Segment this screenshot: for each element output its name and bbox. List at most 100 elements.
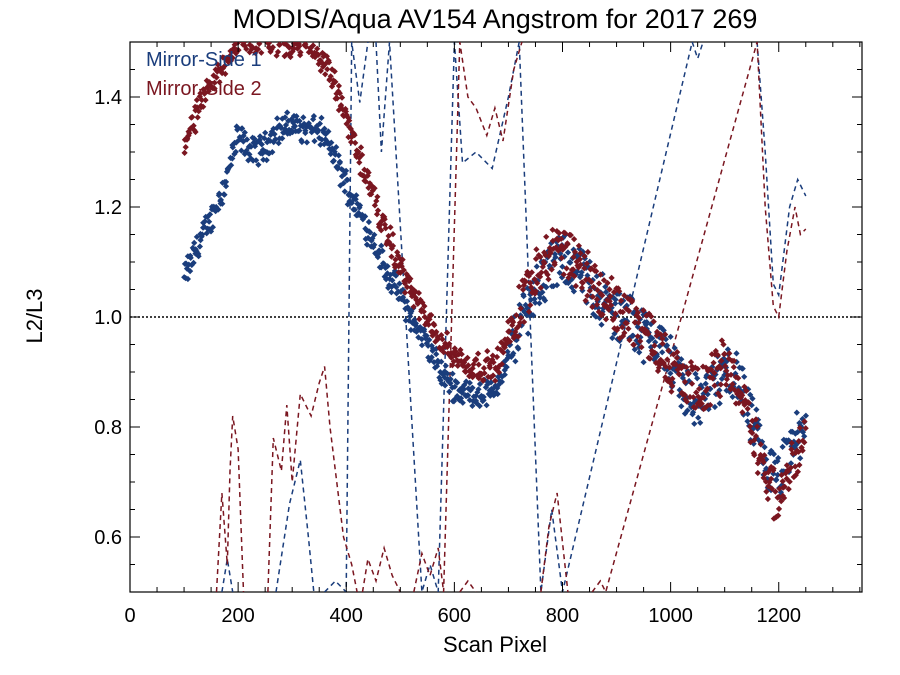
data-point-mirror-side-2 [757, 441, 764, 448]
data-point-mirror-side-1 [459, 399, 466, 406]
data-point-mirror-side-2 [576, 256, 584, 263]
data-point-mirror-side-1 [570, 288, 578, 295]
data-point-mirror-side-2 [421, 302, 428, 310]
data-point-mirror-side-2 [593, 296, 601, 303]
data-point-mirror-side-2 [351, 131, 358, 139]
data-point-mirror-side-2 [730, 363, 737, 371]
data-point-mirror-side-2 [213, 74, 220, 81]
data-point-mirror-side-2 [537, 253, 544, 261]
data-point-mirror-side-2 [717, 365, 724, 372]
data-point-mirror-side-1 [318, 136, 325, 143]
data-point-mirror-side-1 [457, 395, 465, 402]
data-point-mirror-side-2 [754, 469, 761, 477]
data-point-mirror-side-2 [454, 362, 462, 369]
data-point-mirror-side-1 [199, 231, 206, 238]
data-point-mirror-side-2 [182, 143, 189, 151]
data-point-mirror-side-1 [303, 139, 311, 146]
data-point-mirror-side-2 [635, 314, 643, 322]
data-point-mirror-side-2 [387, 224, 394, 231]
data-point-mirror-side-2 [683, 364, 690, 371]
data-point-mirror-side-1 [494, 390, 501, 398]
data-point-mirror-side-1 [274, 115, 281, 122]
data-point-mirror-side-2 [446, 340, 453, 347]
data-point-mirror-side-2 [599, 292, 606, 299]
data-point-mirror-side-1 [530, 312, 537, 319]
data-point-mirror-side-2 [687, 358, 695, 366]
x-tick-label: 1000 [648, 605, 693, 627]
data-point-mirror-side-2 [214, 61, 221, 68]
data-point-mirror-side-2 [764, 495, 772, 503]
data-point-mirror-side-2 [211, 79, 218, 86]
data-point-mirror-side-1 [209, 224, 217, 231]
data-point-mirror-side-1 [365, 218, 373, 226]
data-point-mirror-side-2 [796, 424, 804, 432]
data-point-mirror-side-2 [698, 400, 705, 407]
x-tick-label: 200 [221, 605, 254, 627]
data-point-mirror-side-2 [500, 349, 507, 356]
data-point-mirror-side-1 [774, 471, 781, 479]
data-point-mirror-side-2 [558, 254, 565, 262]
data-point-mirror-side-1 [480, 393, 487, 401]
data-point-mirror-side-2 [200, 103, 207, 110]
data-point-mirror-side-1 [438, 358, 445, 365]
data-point-mirror-side-1 [229, 155, 236, 162]
data-point-mirror-side-2 [532, 255, 540, 263]
data-point-mirror-side-1 [382, 276, 390, 283]
data-point-mirror-side-1 [578, 269, 585, 276]
data-point-mirror-side-2 [433, 328, 440, 336]
data-point-mirror-side-1 [483, 402, 490, 409]
data-point-mirror-side-1 [475, 386, 482, 393]
data-point-mirror-side-2 [486, 364, 494, 371]
data-point-mirror-side-2 [608, 274, 615, 282]
data-point-mirror-side-2 [194, 114, 201, 121]
data-point-mirror-side-2 [229, 55, 236, 62]
data-point-mirror-side-1 [201, 218, 209, 225]
data-point-mirror-side-2 [472, 356, 480, 364]
data-point-mirror-side-1 [697, 419, 704, 426]
data-point-mirror-side-2 [388, 253, 395, 260]
data-point-mirror-side-1 [772, 477, 780, 484]
data-point-mirror-side-1 [196, 243, 204, 250]
data-point-mirror-side-2 [630, 341, 638, 348]
x-axis-label: Scan Pixel [443, 632, 547, 657]
data-point-mirror-side-2 [640, 307, 647, 314]
data-point-mirror-side-2 [498, 360, 506, 368]
data-point-mirror-side-2 [586, 287, 593, 294]
data-point-mirror-side-1 [667, 370, 674, 377]
data-point-mirror-side-2 [668, 388, 675, 395]
data-point-mirror-side-2 [475, 361, 482, 368]
data-point-mirror-side-1 [476, 402, 483, 410]
data-point-mirror-side-1 [389, 277, 396, 284]
data-point-mirror-side-1 [446, 388, 453, 395]
data-point-mirror-side-2 [543, 233, 550, 240]
data-point-mirror-side-2 [681, 378, 689, 386]
data-point-mirror-side-2 [730, 357, 738, 365]
data-point-mirror-side-2 [694, 365, 701, 373]
data-point-mirror-side-2 [189, 113, 196, 121]
data-point-mirror-side-2 [569, 266, 577, 273]
data-point-mirror-side-1 [424, 342, 432, 349]
data-point-mirror-side-1 [442, 362, 449, 369]
data-point-mirror-side-1 [469, 384, 476, 391]
data-point-mirror-side-2 [716, 393, 724, 400]
data-point-mirror-side-2 [425, 321, 432, 328]
data-point-mirror-side-1 [328, 139, 335, 146]
data-point-mirror-side-1 [393, 283, 400, 291]
x-tick-label: 800 [546, 605, 579, 627]
data-point-mirror-side-1 [501, 371, 508, 378]
y-tick-label: 1.4 [94, 87, 122, 109]
data-point-mirror-side-2 [628, 298, 636, 305]
y-tick-label: 1.0 [94, 307, 122, 329]
data-point-mirror-side-1 [532, 299, 539, 306]
data-point-mirror-side-1 [716, 400, 723, 407]
data-point-mirror-side-2 [464, 354, 471, 361]
data-point-mirror-side-2 [588, 278, 595, 285]
data-point-mirror-side-1 [222, 178, 230, 186]
data-point-mirror-side-1 [263, 156, 270, 164]
data-point-mirror-side-2 [479, 377, 487, 384]
data-point-mirror-side-2 [458, 351, 465, 358]
data-point-mirror-side-2 [480, 364, 488, 372]
data-point-mirror-side-1 [691, 420, 698, 427]
